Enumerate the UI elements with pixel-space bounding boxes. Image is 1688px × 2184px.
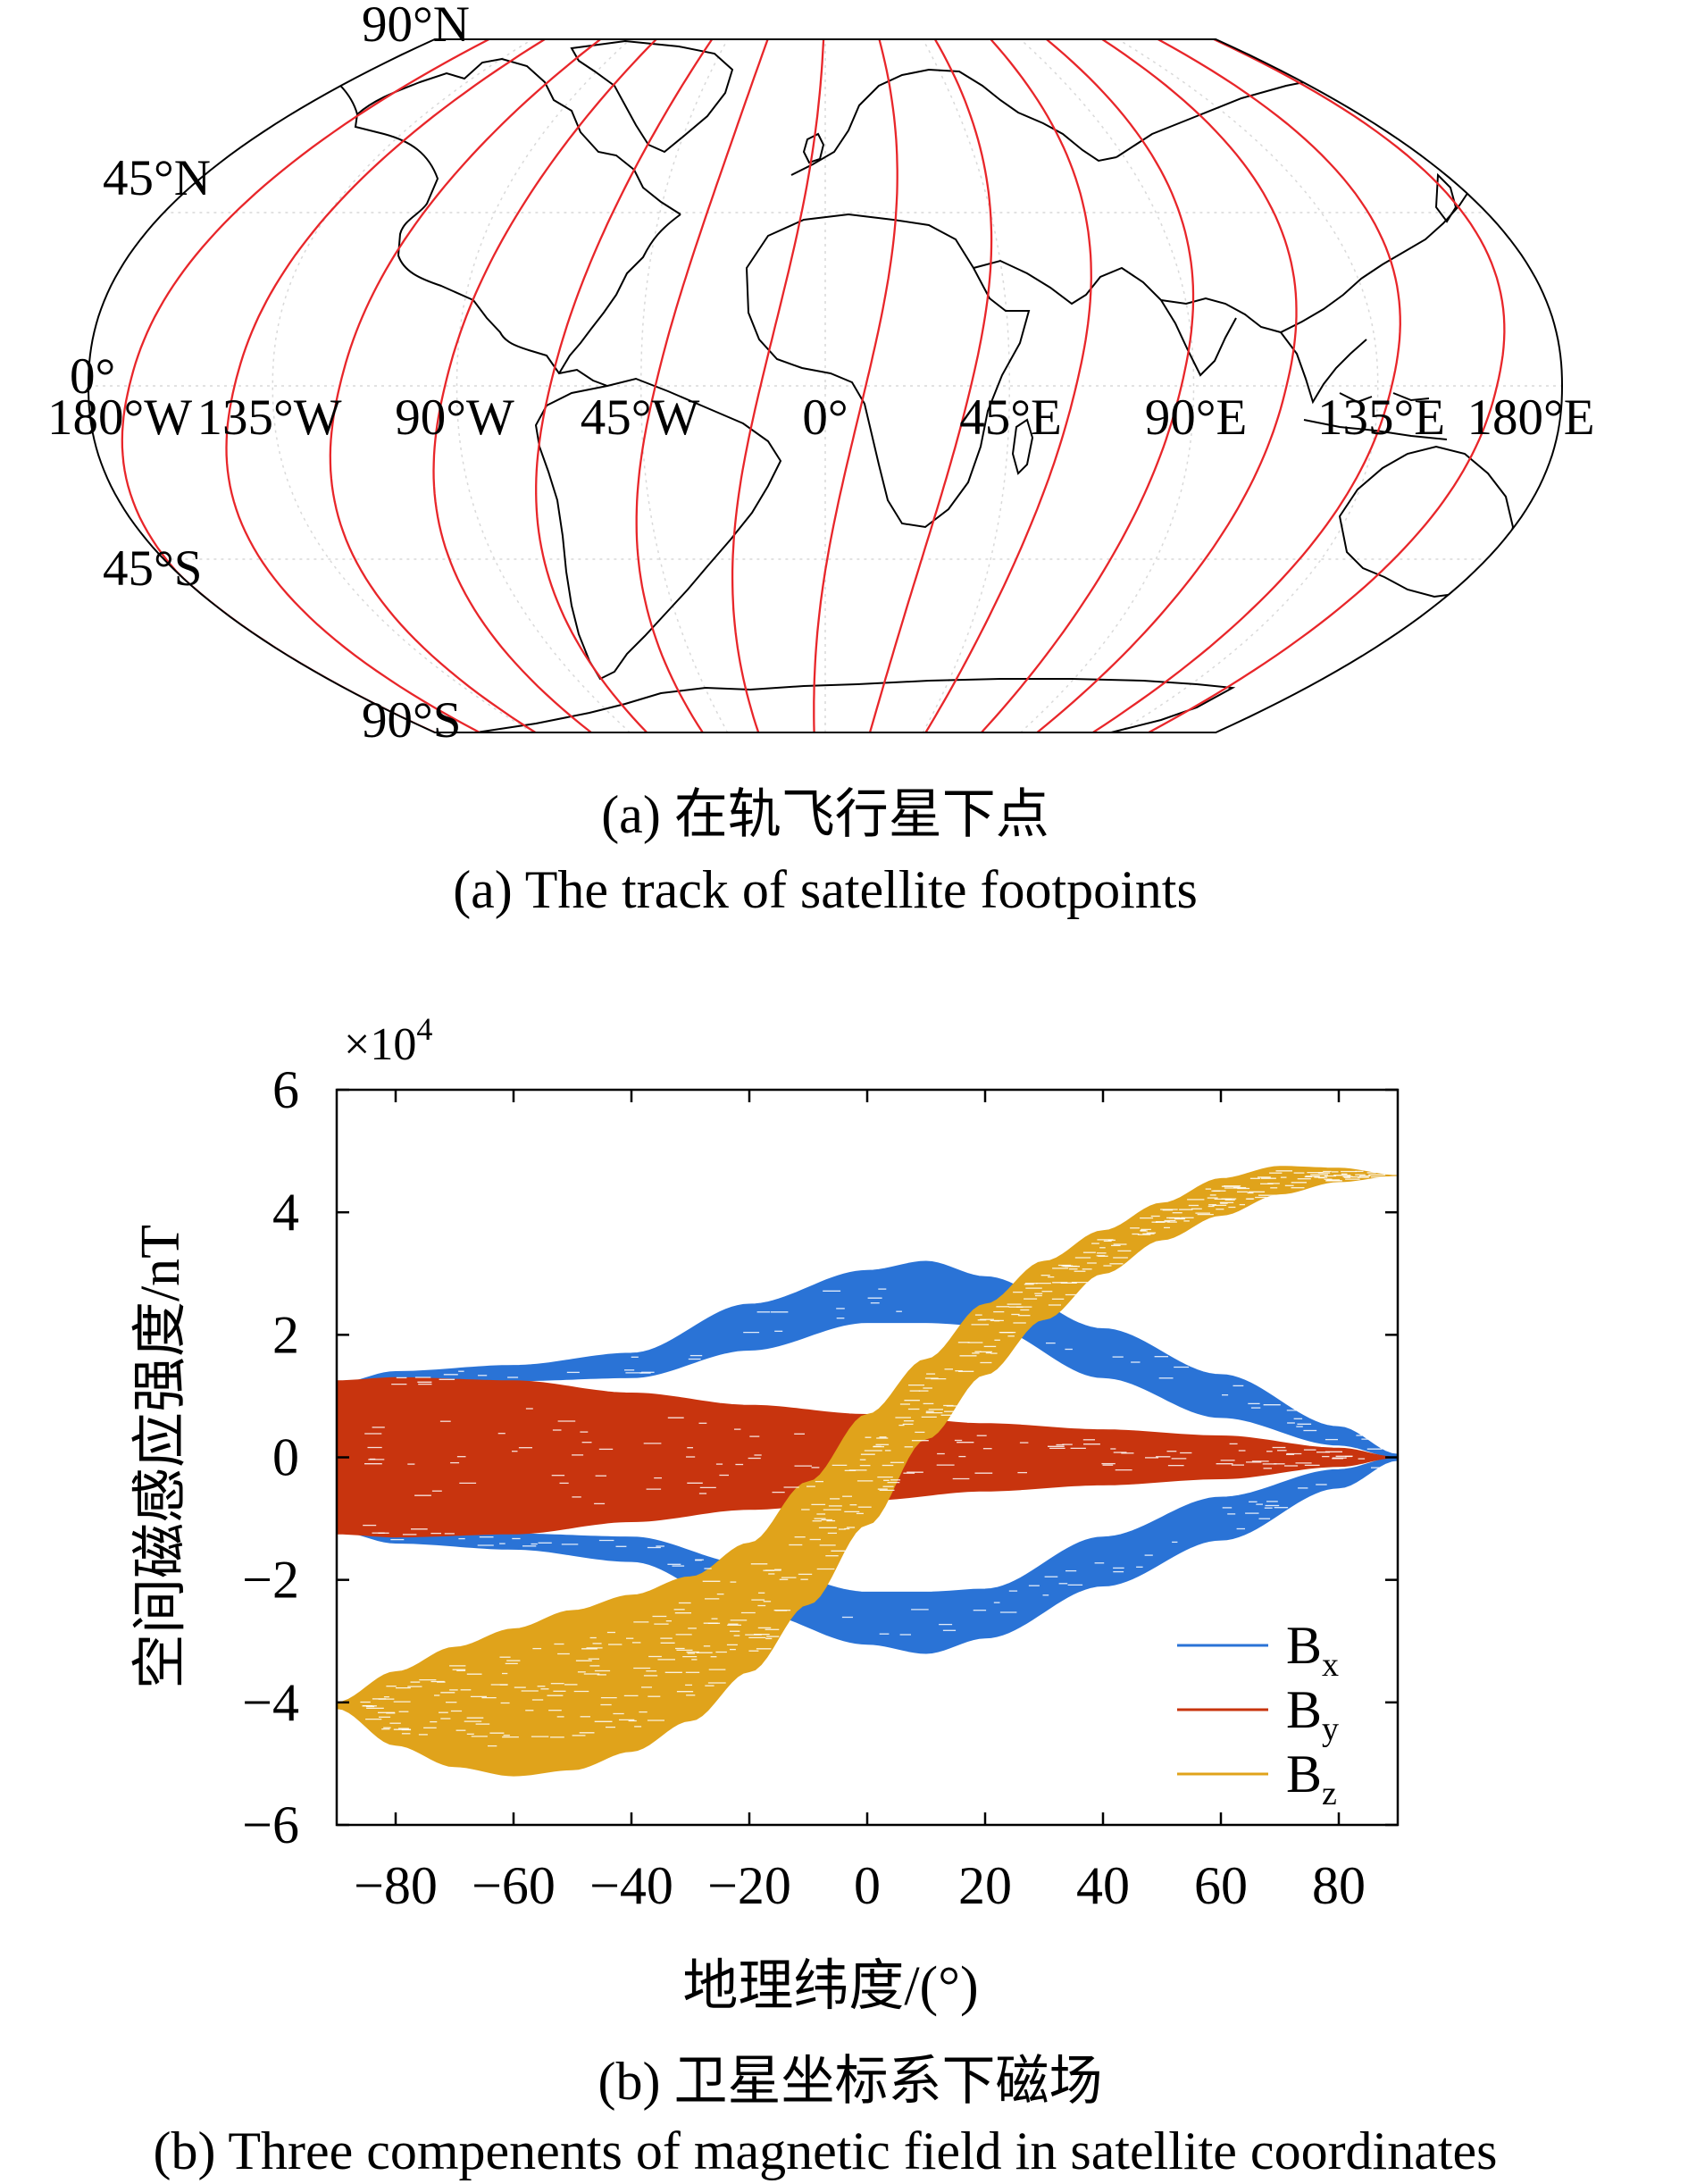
india-peninsula	[1160, 299, 1237, 377]
y-axis-multiplier: ×104	[344, 1011, 432, 1070]
graticule-meridian	[1117, 39, 1379, 732]
y-tick-label: −2	[242, 1551, 299, 1610]
x-tick-label: −20	[707, 1856, 791, 1915]
japan-islands	[1434, 172, 1458, 223]
lon-label: 45°E	[959, 389, 1062, 446]
lon-label: 90°W	[395, 389, 514, 446]
australia-coastline	[1338, 445, 1515, 598]
lon-label: 0°	[802, 389, 848, 446]
map-boundary	[87, 38, 1564, 733]
axis-ticks	[337, 1088, 1398, 1827]
north-america-coastline	[283, 51, 608, 387]
y-tick-label: −4	[242, 1673, 299, 1732]
ground-track	[813, 39, 898, 732]
band-bz	[337, 1166, 1398, 1777]
ground-track	[1148, 39, 1506, 732]
y-tick-label: 0	[272, 1428, 299, 1487]
greenland-coastline	[570, 39, 734, 154]
satellite-ground-tracks	[121, 39, 1506, 732]
canada-arctic-coast	[356, 57, 681, 215]
x-tick-labels: −80 −60 −40 −20 0 20 40 60 80	[354, 1856, 1366, 1915]
series-bands	[337, 1166, 1398, 1777]
graticule-meridian	[1020, 39, 1195, 732]
y-tick-label: 4	[272, 1183, 299, 1242]
lon-label: 180°W	[47, 389, 192, 446]
y-tick-labels: 6 4 2 0 −2 −4 −6	[242, 1060, 299, 1854]
middle-east-coast	[973, 259, 1162, 305]
legend-label-bx: Bx	[1286, 1616, 1339, 1684]
ground-track	[535, 39, 714, 732]
madagascar	[1011, 418, 1034, 475]
y-tick-label: 6	[272, 1060, 299, 1119]
new-zealand	[1488, 614, 1524, 677]
lon-label: 135°E	[1317, 389, 1445, 446]
british-isles	[802, 132, 825, 164]
y-tick-label: −6	[242, 1795, 299, 1854]
lon-label: 90°E	[1145, 389, 1248, 446]
graticule-meridian	[272, 39, 533, 732]
indonesia-islands	[1303, 392, 1448, 440]
lon-label: 45°W	[581, 389, 700, 446]
graticule-meridian	[455, 39, 631, 732]
lat-label-45s: 45°S	[103, 540, 203, 597]
y-axis-label: 空间磁感应强度/nT	[130, 1225, 191, 1689]
ground-track	[924, 39, 1092, 732]
x-tick-label: −60	[472, 1856, 556, 1915]
longitude-labels: 180°W 135°W 90°W 45°W 0° 45°E 90°E 135°E 180°E	[47, 389, 1595, 446]
legend-label-bz: Bz	[1286, 1745, 1337, 1812]
lat-label-90n: 90°N	[362, 0, 470, 53]
x-tick-label: 80	[1312, 1856, 1366, 1915]
lon-label: 180°E	[1467, 389, 1594, 446]
x-tick-label: 60	[1194, 1856, 1248, 1915]
ground-track	[1036, 39, 1298, 732]
legend-label-by: By	[1286, 1680, 1339, 1748]
chart-caption-en: (b) Three compenents of magnetic field i…	[153, 2121, 1497, 2180]
band-bx	[337, 1260, 1398, 1459]
chart-caption-cn: (b) 卫星坐标系下磁场	[598, 2052, 1103, 2111]
ground-track	[635, 39, 769, 732]
ground-track	[981, 39, 1195, 732]
lat-label-equator: 0°	[70, 348, 115, 405]
x-tick-label: 40	[1076, 1856, 1130, 1915]
map-caption-en: (a) The track of satellite footpoints	[453, 860, 1198, 919]
antarctica-coastline	[464, 678, 1236, 732]
ground-track	[329, 39, 602, 732]
ground-track	[868, 39, 993, 732]
y-multiplier-exponent: 4	[416, 1011, 432, 1047]
x-axis-label: 地理纬度/(°)	[682, 1956, 978, 2017]
band-speckle-texture	[360, 1170, 1389, 1747]
y-multiplier-base: ×10	[344, 1019, 416, 1070]
europe-coastline	[790, 68, 1117, 176]
lat-label-45n: 45°N	[103, 150, 211, 206]
ground-track	[432, 39, 657, 732]
x-tick-label: 20	[958, 1856, 1012, 1915]
map-caption-cn: (a) 在轨飞行星下点	[601, 785, 1049, 844]
lon-label: 135°W	[196, 389, 341, 446]
map-graticule	[88, 39, 1562, 732]
x-tick-label: −40	[589, 1856, 673, 1915]
east-us-coast	[558, 213, 681, 374]
africa-coastline	[745, 213, 1031, 529]
ground-track	[225, 39, 546, 732]
ground-track	[731, 39, 825, 732]
asia-coastline	[1116, 70, 1520, 334]
ground-track	[1092, 39, 1401, 732]
x-tick-label: −80	[354, 1856, 438, 1915]
southeast-asia	[1280, 331, 1367, 405]
lat-label-90s: 90°S	[362, 692, 462, 749]
x-tick-label: 0	[854, 1856, 881, 1915]
world-map: 90°N 45°N 0° 45°S 90°S 180°W 135°W 90°W 45°…	[47, 0, 1595, 919]
y-tick-label: 2	[272, 1305, 299, 1364]
south-america-coastline	[534, 377, 782, 681]
